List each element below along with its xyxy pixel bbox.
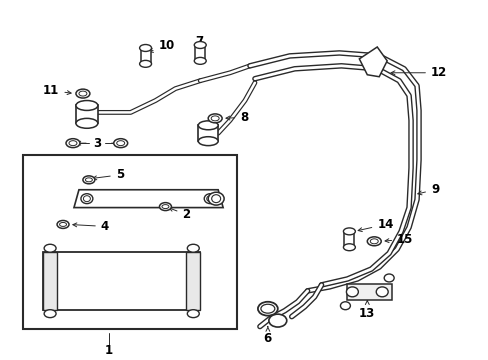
Text: 13: 13 [359,301,375,320]
Ellipse shape [211,195,220,203]
Ellipse shape [57,220,69,228]
Text: 4: 4 [73,220,109,233]
Ellipse shape [85,178,92,182]
Ellipse shape [159,203,171,211]
Ellipse shape [257,302,277,316]
Ellipse shape [162,204,168,208]
Bar [23,155,237,329]
Ellipse shape [187,244,199,252]
Bar [76,105,98,123]
Ellipse shape [76,100,98,111]
Ellipse shape [69,141,77,146]
Text: 7: 7 [195,35,203,52]
Ellipse shape [117,141,124,146]
Ellipse shape [211,116,219,121]
Ellipse shape [81,194,93,204]
Ellipse shape [204,194,216,204]
Ellipse shape [343,228,355,235]
Ellipse shape [139,60,151,67]
Ellipse shape [198,137,218,146]
Ellipse shape [194,41,206,49]
Ellipse shape [60,222,66,226]
Text: 3: 3 [93,137,101,150]
Polygon shape [346,284,391,300]
Ellipse shape [268,314,286,327]
Text: 15: 15 [384,233,413,246]
Bar [198,125,218,141]
Bar [344,231,354,247]
Bar [195,45,205,61]
Ellipse shape [366,237,381,246]
Text: 5: 5 [93,168,124,181]
Ellipse shape [76,118,98,128]
Text: 8: 8 [225,111,248,124]
Bar [43,252,200,310]
Text: 11: 11 [43,84,71,97]
Ellipse shape [369,239,377,244]
Ellipse shape [44,244,56,252]
Ellipse shape [114,139,127,148]
Ellipse shape [208,114,222,123]
Text: 12: 12 [390,66,446,79]
Ellipse shape [139,45,151,51]
Ellipse shape [194,57,206,64]
Text: 10: 10 [149,40,174,53]
Ellipse shape [198,121,218,130]
Ellipse shape [384,274,393,282]
Text: 6: 6 [263,327,271,345]
Text: 1: 1 [104,344,113,357]
Text: 9: 9 [417,183,438,196]
Ellipse shape [44,310,56,318]
Ellipse shape [208,192,224,205]
Bar [186,252,200,310]
Text: 2: 2 [169,207,190,221]
Ellipse shape [343,244,355,251]
Bar [141,48,150,64]
Ellipse shape [66,139,80,148]
Ellipse shape [340,302,350,310]
Ellipse shape [83,176,95,184]
Ellipse shape [76,89,90,98]
Ellipse shape [83,196,90,202]
Polygon shape [74,190,223,208]
Bar [43,252,57,310]
Ellipse shape [375,287,387,297]
Ellipse shape [261,304,274,313]
Ellipse shape [79,91,87,96]
Ellipse shape [187,310,199,318]
Ellipse shape [346,287,358,297]
Text: 14: 14 [357,218,393,231]
Polygon shape [359,47,386,77]
Ellipse shape [206,196,213,202]
